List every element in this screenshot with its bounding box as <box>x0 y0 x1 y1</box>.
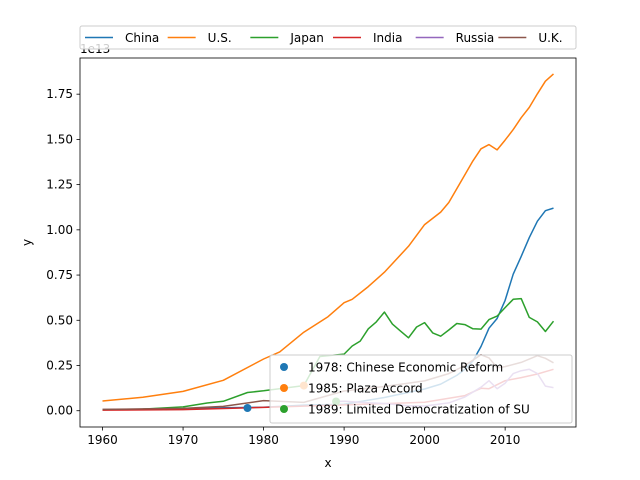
x-axis-label: x <box>324 456 331 470</box>
y-tick-label: 1.75 <box>46 87 73 101</box>
x-tick-label: 2000 <box>409 433 440 447</box>
y-tick-label: 0.00 <box>46 404 73 418</box>
x-tick-label: 1970 <box>168 433 199 447</box>
legend-label: Russia <box>456 31 495 45</box>
series-line-japan <box>102 297 555 411</box>
y-tick-label: 1.00 <box>46 223 73 237</box>
y-tick-label: 0.75 <box>46 268 73 282</box>
event-legend-label: 1978: Chinese Economic Reform <box>308 361 503 375</box>
x-axis: 1960 1970 1980 1990 2000 2010 <box>87 427 520 447</box>
event-legend-label: 1989: Limited Democratization of SU <box>308 403 530 417</box>
event-marker-1978 <box>243 404 252 413</box>
y-tick-label: 1.25 <box>46 178 73 192</box>
series-line-u-s <box>102 73 555 402</box>
event-legend-label: 1985: Plaza Accord <box>308 382 423 396</box>
legend-label: Japan <box>289 31 323 45</box>
x-tick-label: 1980 <box>248 433 279 447</box>
event-legend-marker <box>280 384 288 392</box>
x-tick-label: 1960 <box>87 433 118 447</box>
y-axis-label: y <box>20 239 34 246</box>
legend-label: U.S. <box>208 31 232 45</box>
event-legend: 1978: Chinese Economic Reform 1985: Plaza… <box>269 354 573 424</box>
axes-frame <box>79 57 577 428</box>
y-axis: 0.00 0.25 0.50 0.75 1.00 1.25 1.50 1.75 <box>46 87 80 418</box>
y-tick-label: 1.50 <box>46 132 73 146</box>
legend-label: India <box>373 31 402 45</box>
x-tick-label: 1990 <box>329 433 360 447</box>
x-tick-label: 2010 <box>490 433 521 447</box>
series-legend: China U.S. Japan India Russia U.K. <box>79 25 577 50</box>
event-legend-marker <box>280 405 288 413</box>
y-tick-label: 0.50 <box>46 313 73 327</box>
y-tick-label: 0.25 <box>46 359 73 373</box>
legend-label: China <box>125 31 159 45</box>
series-legend-frame <box>79 25 577 50</box>
event-legend-marker <box>280 363 288 371</box>
event-legend-frame <box>269 354 573 424</box>
legend-label: U.K. <box>538 31 562 45</box>
